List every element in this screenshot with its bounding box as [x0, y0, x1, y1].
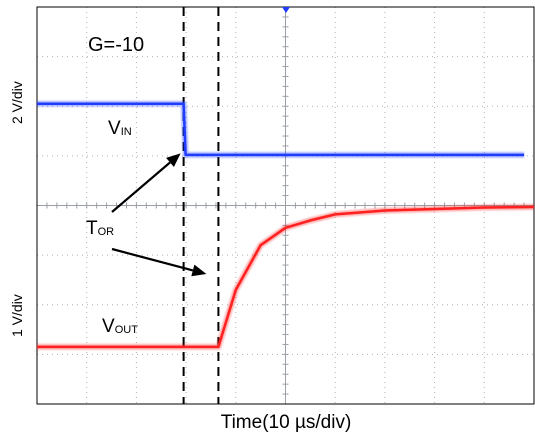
trace-v-in-line: [36, 102, 525, 157]
tor-label-sub: OR: [98, 226, 115, 238]
vout-label: VOUT: [102, 316, 138, 337]
vin-label-sub: IN: [121, 126, 132, 138]
traces: [36, 100, 535, 350]
trace-v-out-line: [36, 205, 535, 349]
arrow-to-cursor-2-head: [191, 264, 207, 277]
trace-v-out: [36, 204, 535, 350]
vin-label-main: V: [108, 118, 121, 139]
y-axis-label-bottom: 1 V/div: [9, 294, 25, 337]
arrow-to-cursor-1-head: [166, 153, 181, 167]
arrow-to-cursor-2-shaft: [111, 247, 194, 272]
x-axis-label: Time(10 µs/div): [221, 412, 352, 433]
vin-label: VIN: [108, 118, 132, 139]
annotation-arrows: [111, 153, 207, 277]
arrow-to-cursor-2: [111, 247, 207, 277]
tor-label-main: T: [86, 218, 98, 239]
vout-label-main: V: [102, 316, 115, 337]
y-axis-label-top: 2 V/div: [9, 81, 25, 124]
gain-annotation: G=-10: [88, 34, 144, 56]
tor-label: TOR: [86, 218, 114, 239]
arrow-to-cursor-1-shaft: [111, 161, 171, 213]
vout-label-sub: OUT: [115, 324, 139, 336]
trigger-marker: [282, 7, 290, 13]
arrow-to-cursor-1: [111, 153, 181, 213]
trace-v-in: [36, 100, 525, 158]
